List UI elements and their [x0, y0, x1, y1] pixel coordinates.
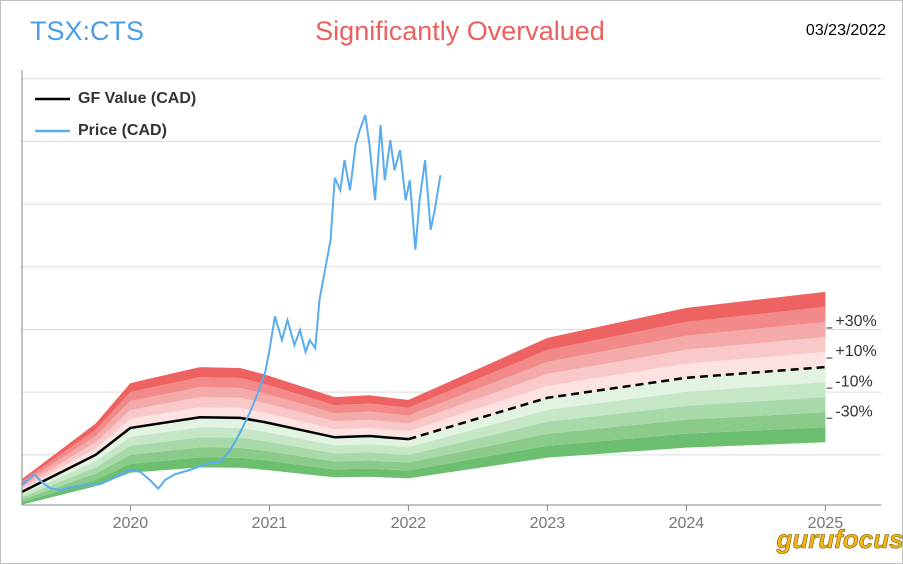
x-tick-label: 2023	[530, 515, 566, 532]
ticker: TSX:CTS	[30, 16, 144, 46]
plot: +30% +10% -10% -30% 2020 2021 2022 2023 2024 2025…	[21, 70, 881, 532]
gf-value-line	[21, 415, 409, 493]
x-tick-label: 2024	[669, 515, 705, 532]
valuation-band	[22, 382, 826, 497]
band-label: +30%	[835, 313, 876, 330]
valuation-band	[22, 352, 826, 492]
valuation-band	[22, 427, 826, 505]
date: 03/23/2022	[806, 22, 886, 39]
valuation-band	[22, 367, 826, 495]
band-label: -30%	[835, 403, 872, 420]
logo: gurufocus	[775, 524, 903, 554]
legend-label: GF Value (CAD)	[78, 90, 196, 107]
price-line	[21, 114, 442, 491]
chart-title: Significantly Overvalued	[315, 16, 605, 46]
valuation-band	[22, 412, 826, 503]
valuation-band	[22, 336, 826, 490]
x-tick-label: 2025	[808, 515, 844, 532]
valuation-band	[22, 321, 826, 487]
valuation-band	[22, 291, 826, 482]
x-tick-label: 2020	[113, 515, 149, 532]
valuation-band	[22, 397, 826, 500]
valuation-band	[22, 306, 826, 485]
gf-value-line	[408, 365, 826, 441]
x-tick-label: 2021	[252, 515, 288, 532]
legend-label: Price (CAD)	[78, 122, 167, 139]
band-label: -10%	[835, 373, 872, 390]
band-label: +10%	[835, 343, 876, 360]
x-tick-label: 2022	[391, 515, 427, 532]
